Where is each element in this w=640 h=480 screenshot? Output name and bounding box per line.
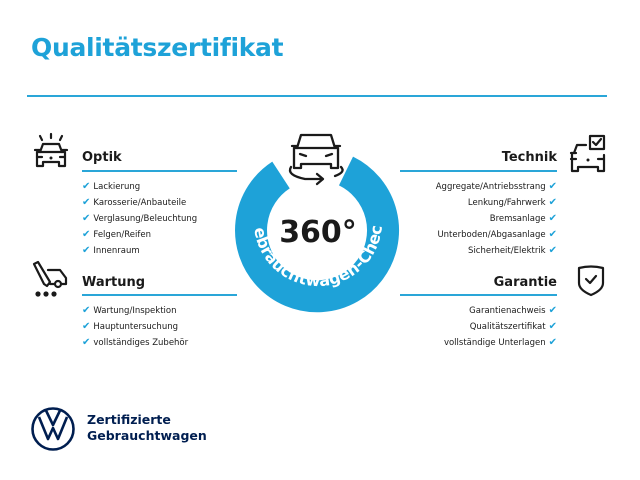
list-item: ✔ Verglasung/Beleuchtung [82, 213, 198, 224]
vw-logo [31, 407, 75, 451]
section-divider-optik [82, 170, 237, 172]
list-item: ✔ Felgen/Reifen [82, 229, 152, 240]
list-item: Unterboden/Abgasanlage ✔ [437, 229, 557, 240]
list-item: ✔ Innenraum [82, 245, 140, 256]
checkmark-icon: ✔ [82, 245, 91, 256]
section-heading-optik: Optik [82, 150, 122, 165]
car-rotate-icon [288, 133, 344, 186]
list-optik: ✔ Lackierung ✔ Karosserie/Anbauteile ✔ Verg… [82, 179, 197, 259]
car-lights-icon [33, 132, 69, 168]
list-item: vollständige Unterlagen ✔ [443, 337, 557, 348]
list-item: Bremsanlage ✔ [489, 213, 557, 224]
title-divider [27, 95, 607, 97]
section-heading-garantie: Garantie [493, 275, 557, 290]
list-item: ✔ Karosserie/Anbauteile [82, 197, 187, 208]
checkmark-icon: ✔ [82, 213, 91, 224]
section-divider-garantie [400, 294, 557, 296]
list-item: ✔ Wartung/Inspektion [82, 305, 177, 316]
badge-ring [235, 156, 400, 313]
logo-text: Zertifizierte Gebrauchtwagen [87, 412, 207, 443]
list-item: Aggregate/Antriebsstrang ✔ [435, 181, 557, 192]
list-item: Garantienachweis ✔ [469, 305, 557, 316]
checkmark-icon: ✔ [82, 305, 91, 316]
list-garantie: Garantienachweis ✔ Qualitätszertifikat ✔ v… [444, 303, 557, 351]
page-title: Qualitätszertifikat [31, 33, 284, 62]
checkmark-icon: ✔ [548, 213, 557, 224]
checkmark-icon: ✔ [548, 245, 557, 256]
list-item: Lenkung/Fahrwerk ✔ [467, 197, 557, 208]
checkmark-icon: ✔ [548, 321, 557, 332]
badge-value: 360° [279, 215, 357, 250]
checkmark-icon: ✔ [82, 197, 91, 208]
list-item: Qualitätszertifikat ✔ [469, 321, 557, 332]
checkmark-icon: ✔ [82, 229, 91, 240]
checkmark-icon: ✔ [82, 181, 91, 192]
service-wrench-car-icon [32, 260, 68, 297]
section-divider-wartung [82, 294, 237, 296]
list-item: ✔ vollständiges Zubehör [82, 337, 189, 348]
list-technik: Aggregate/Antriebsstrang ✔ Lenkung/Fahrwe… [436, 179, 557, 259]
shield-check-icon [577, 265, 605, 297]
checkmark-icon: ✔ [548, 337, 557, 348]
list-item: ✔ Lackierung [82, 181, 141, 192]
checkmark-icon: ✔ [82, 321, 91, 332]
list-item: Sicherheit/Elektrik ✔ [468, 245, 557, 256]
section-divider-technik [400, 170, 557, 172]
checkmark-icon: ✔ [548, 305, 557, 316]
section-heading-wartung: Wartung [82, 275, 146, 290]
car-checkbox-icon [569, 134, 606, 173]
list-wartung: ✔ Wartung/Inspektion ✔ Hauptuntersuchung ✔… [82, 303, 188, 351]
checkmark-icon: ✔ [548, 229, 557, 240]
list-item: ✔ Hauptuntersuchung [82, 321, 178, 332]
section-heading-technik: Technik [501, 150, 557, 165]
checkmark-icon: ✔ [82, 337, 91, 348]
checkmark-icon: ✔ [548, 181, 557, 192]
checkmark-icon: ✔ [548, 197, 557, 208]
